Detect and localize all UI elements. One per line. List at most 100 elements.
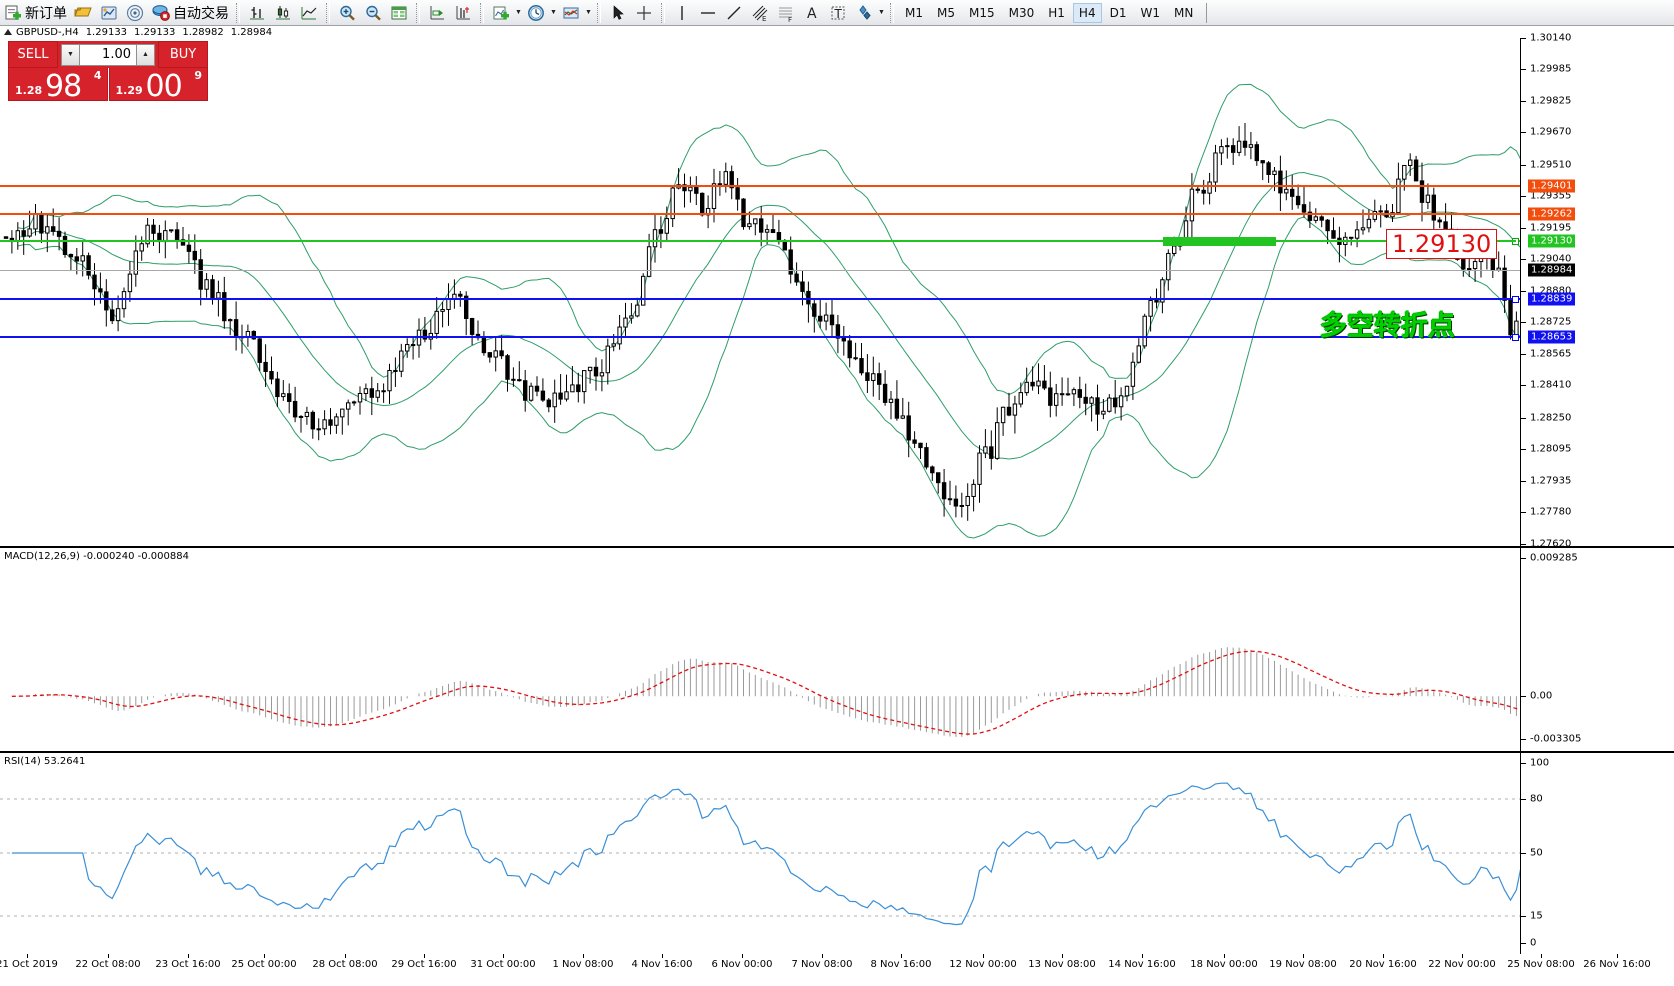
timeframe-h1[interactable]: H1 (1048, 5, 1065, 20)
date-axis[interactable]: 21 Oct 2019 22 Oct 08:00 23 Oct 16:00 25 Oc… (0, 954, 1674, 986)
date-tick-mark (503, 954, 504, 958)
timeframe-m1[interactable]: M1 (905, 5, 923, 20)
text-box-button[interactable]: T (825, 1, 851, 24)
rsi-pane[interactable]: RSI(14) 53.2641 100 80 50 15 0 (0, 752, 1674, 956)
price-tag-support-2[interactable]: 1.28653 (1528, 330, 1576, 344)
equidistant-channel-button[interactable]: E (747, 1, 773, 24)
shapes-button[interactable] (851, 1, 877, 24)
trendline-button[interactable] (721, 1, 747, 24)
period-dropdown-caret[interactable]: ▼ (550, 9, 557, 16)
date-tick-label: 25 Nov 08:00 (1507, 959, 1575, 970)
shapes-dropdown-caret[interactable]: ▼ (878, 9, 885, 16)
crosshair-icon (634, 3, 654, 23)
timeframe-m30[interactable]: M30 (1008, 5, 1035, 20)
date-tick-label: 21 Oct 2019 (0, 959, 58, 970)
date-tick-mark (1617, 954, 1618, 958)
cursor-button[interactable] (605, 1, 631, 24)
sell-button[interactable]: SELL (8, 41, 58, 68)
bar-chart-button[interactable] (244, 1, 270, 24)
pivot-line[interactable] (0, 239, 1520, 242)
horizontal-line-icon (698, 3, 718, 23)
timeframe-mn[interactable]: MN (1173, 5, 1194, 20)
price-tick-label: 1.28410 (1530, 379, 1572, 391)
rsi-tick-mark (1521, 853, 1526, 854)
price-tick-mark (1521, 511, 1526, 513)
buy-button[interactable]: BUY (158, 41, 208, 68)
support-1-anchor[interactable] (1512, 296, 1519, 304)
folder-button[interactable] (70, 1, 96, 24)
rsi-scale[interactable]: 100 80 50 15 0 (1520, 753, 1674, 955)
text-label-button[interactable]: A (799, 1, 825, 24)
macd-plot[interactable] (0, 548, 1520, 751)
last-price-line[interactable] (0, 269, 1520, 271)
price-tick-mark (1521, 101, 1526, 103)
price-tag-pivot-level[interactable]: 1.29130 (1528, 234, 1576, 248)
new-order-button[interactable]: 新订单 (0, 1, 70, 24)
rsi-label[interactable]: RSI(14) 53.2641 (4, 756, 86, 767)
ask-price-cell[interactable]: 1.29 00 9 (108, 68, 208, 104)
resistance-line-1[interactable] (0, 185, 1520, 188)
price-pane[interactable]: 1.30140 1.29985 1.29825 1.29670 1.29510 1.293… (0, 33, 1674, 550)
volume-decrement-button[interactable]: ▼ (61, 43, 80, 66)
templates-button[interactable] (488, 1, 514, 24)
data-window-button[interactable] (386, 1, 412, 24)
chart-area[interactable]: 1.30140 1.29985 1.29825 1.29670 1.29510 1.293… (0, 33, 1674, 986)
period-button[interactable] (523, 1, 549, 24)
resistance-line-2[interactable] (0, 213, 1520, 216)
line-chart-button[interactable] (296, 1, 322, 24)
price-tag-last-price[interactable]: 1.28984 (1528, 263, 1576, 277)
bid-price-cell[interactable]: 1.28 98 4 (8, 68, 108, 104)
price-tag-resistance-1[interactable]: 1.29401 (1528, 179, 1576, 193)
crosshair-button[interactable] (631, 1, 657, 24)
candlestick-chart-button[interactable] (270, 1, 296, 24)
toolbar-separator-4 (480, 2, 484, 23)
open-chart-button[interactable] (96, 1, 122, 24)
price-tick-mark (1521, 480, 1526, 482)
timeframe-d1[interactable]: D1 (1109, 5, 1127, 20)
rsi-plot[interactable] (0, 753, 1520, 955)
indicators-button[interactable] (558, 1, 584, 24)
bollinger-middle-band (17, 171, 1520, 460)
timeframe-m15[interactable]: M15 (969, 5, 995, 20)
chart-shift-button[interactable] (424, 1, 450, 24)
price-tick-mark (1521, 132, 1526, 134)
macd-label[interactable]: MACD(12,26,9) -0.000240 -0.000884 (4, 551, 189, 562)
date-tick-label: 29 Oct 16:00 (391, 959, 457, 970)
ask-price-prefix: 1.29 (115, 84, 143, 97)
horizontal-line-button[interactable] (695, 1, 721, 24)
timeframe-m5[interactable]: M5 (937, 5, 955, 20)
price-tick-label: 1.30140 (1530, 32, 1572, 44)
timeframe-h4[interactable]: H4 (1072, 2, 1102, 23)
timeframe-w1[interactable]: W1 (1140, 5, 1160, 20)
date-tick-mark (1062, 954, 1063, 958)
templates-dropdown-caret[interactable]: ▼ (515, 9, 522, 16)
macd-pane[interactable]: MACD(12,26,9) -0.000240 -0.000884 0.0092… (0, 547, 1674, 752)
support-line-2[interactable] (0, 335, 1520, 338)
shapes-icon (854, 3, 874, 23)
volume-increment-button[interactable]: ▲ (136, 43, 155, 66)
zoom-in-button[interactable] (334, 1, 360, 24)
macd-scale[interactable]: 0.009285 0.00 -0.003305 (1520, 548, 1674, 751)
turning-point-annotation[interactable]: 多空转折点 (1320, 311, 1455, 342)
auto-scroll-button[interactable] (450, 1, 476, 24)
signals-icon (125, 3, 145, 23)
price-plot[interactable] (0, 38, 1520, 546)
price-scale[interactable]: 1.30140 1.29985 1.29825 1.29670 1.29510 1.293… (1520, 33, 1674, 550)
fibonacci-button[interactable]: F (773, 1, 799, 24)
collapse-triangle-icon[interactable] (4, 29, 12, 35)
indicators-dropdown-caret[interactable]: ▼ (585, 9, 592, 16)
price-callout-label[interactable]: 1.29130 (1386, 229, 1498, 259)
support-2-anchor[interactable] (1512, 333, 1519, 341)
price-tag-resistance-2[interactable]: 1.29262 (1528, 207, 1576, 221)
date-tick-label: 22 Nov 00:00 (1428, 959, 1496, 970)
pivot-highlight-band[interactable] (1163, 236, 1276, 246)
volume-input[interactable]: 1.00 (80, 43, 136, 66)
price-tick-label: 1.28565 (1530, 348, 1572, 360)
vertical-line-button[interactable] (669, 1, 695, 24)
price-tick-label: 1.29825 (1530, 95, 1572, 107)
signals-button[interactable] (122, 1, 148, 24)
support-line-1[interactable] (0, 298, 1520, 301)
autotrading-button[interactable]: 自动交易 (148, 1, 232, 24)
price-tag-support-1[interactable]: 1.28839 (1528, 292, 1576, 306)
zoom-out-button[interactable] (360, 1, 386, 24)
